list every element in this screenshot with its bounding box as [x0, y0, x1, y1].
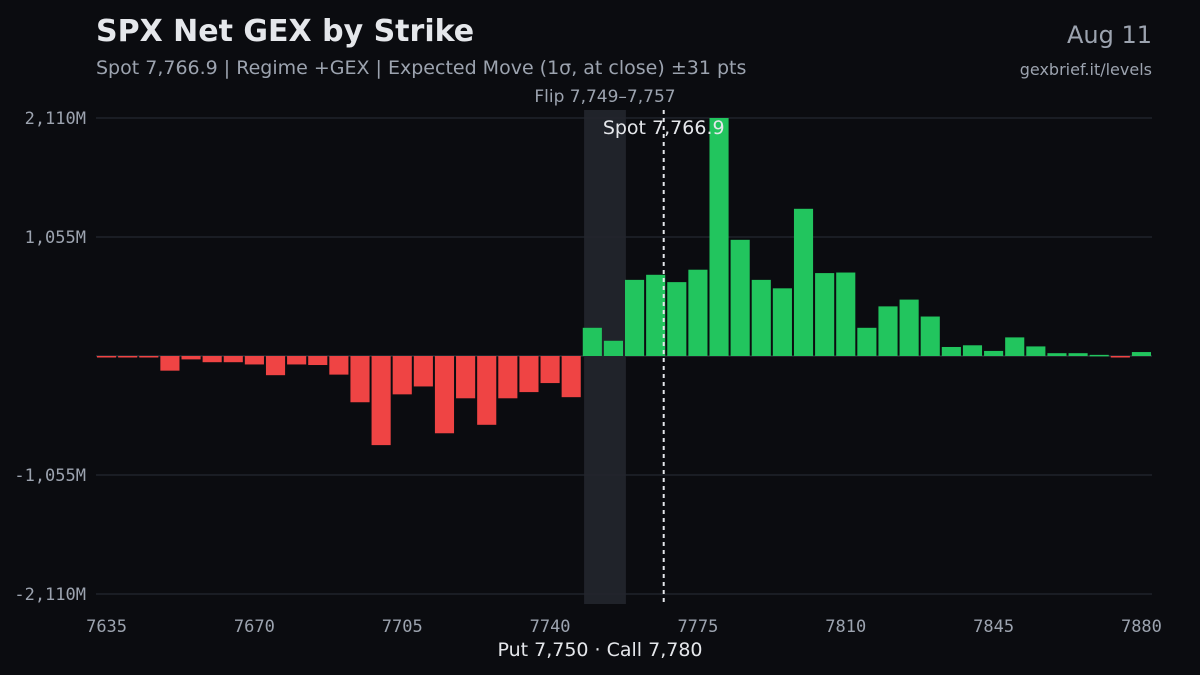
negative-gex-bar [139, 356, 159, 358]
negative-gex-bar [202, 356, 222, 363]
positive-gex-bar [878, 306, 898, 356]
positive-gex-bar [899, 299, 919, 356]
x-tick-label: 7880 [1121, 617, 1162, 637]
positive-gex-bar [793, 208, 814, 356]
negative-gex-bar [181, 356, 201, 360]
flip-band-layer [584, 110, 626, 604]
y-tick-label: 2,110M [25, 109, 86, 129]
positive-gex-bar [836, 272, 856, 356]
positive-gex-bar [1089, 354, 1109, 357]
negative-gex-bar [1110, 356, 1130, 358]
negative-gex-bar [477, 356, 497, 425]
negative-gex-bar [413, 356, 433, 387]
negative-gex-bar [287, 356, 307, 365]
y-tick-label: -1,055M [14, 466, 86, 486]
positive-gex-bar [625, 279, 645, 356]
positive-gex-bar [603, 340, 623, 356]
x-tick-label: 7670 [234, 617, 275, 637]
y-tick-label: 1,055M [25, 228, 86, 248]
x-tick-label: 7845 [973, 617, 1014, 637]
put-call-walls-label: Put 7,750 · Call 7,780 [497, 639, 703, 661]
x-tick-label: 7635 [86, 617, 127, 637]
negative-gex-bar [308, 356, 328, 366]
negative-gex-bar [498, 356, 518, 399]
positive-gex-bar [1026, 346, 1046, 356]
x-tick-label: 7705 [382, 617, 423, 637]
negative-gex-bar [371, 356, 391, 446]
flip-zone-band [584, 110, 626, 604]
positive-gex-bar [646, 274, 666, 356]
positive-gex-bar [688, 269, 708, 356]
positive-gex-bar [1005, 337, 1025, 356]
negative-gex-bar [540, 356, 560, 384]
positive-gex-bar [941, 346, 961, 356]
negative-gex-bar [456, 356, 476, 399]
positive-gex-bar [984, 350, 1004, 356]
negative-gex-bar [519, 356, 539, 393]
flip-zone-label: Flip 7,749–7,757 [534, 87, 675, 107]
negative-gex-bar [265, 356, 286, 376]
positive-gex-bar [1068, 353, 1088, 356]
date-label: Aug 11 [1066, 21, 1152, 49]
negative-gex-bar [118, 356, 138, 358]
positive-gex-bar [772, 288, 792, 356]
negative-gex-bar [350, 356, 370, 403]
positive-gex-bar [667, 282, 687, 356]
negative-gex-bar [223, 356, 243, 363]
negative-gex-bar [329, 356, 349, 375]
negative-gex-bar [561, 356, 581, 398]
positive-gex-bar [1047, 353, 1067, 356]
positive-gex-bar [815, 273, 835, 356]
negative-gex-bar [97, 356, 117, 358]
chart-subtitle: Spot 7,766.9 | Regime +GEX | Expected Mo… [96, 57, 747, 79]
positive-gex-bar [1131, 352, 1151, 356]
positive-gex-bar [582, 327, 602, 356]
positive-gex-bar [857, 327, 877, 356]
x-tick-label: 7740 [530, 617, 571, 637]
y-tick-label: -2,110M [14, 585, 86, 605]
negative-gex-bar [160, 356, 180, 371]
x-tick-label: 7810 [825, 617, 866, 637]
spot-label: Spot 7,766.9 [603, 117, 725, 139]
positive-gex-bar [751, 279, 771, 356]
negative-gex-bar [244, 356, 264, 365]
annotation-layer: Flip 7,749–7,757 Spot 7,766.9 [534, 87, 725, 604]
positive-gex-bar [730, 239, 750, 356]
positive-gex-bar [709, 118, 729, 356]
negative-gex-bar [434, 356, 455, 434]
x-tick-label: 7775 [677, 617, 718, 637]
negative-gex-bar [392, 356, 412, 395]
bar-layer [97, 118, 1151, 446]
source-label: gexbrief.it/levels [1019, 60, 1152, 79]
positive-gex-bar [962, 345, 983, 356]
chart-title: SPX Net GEX by Strike [96, 14, 475, 49]
positive-gex-bar [920, 316, 940, 356]
